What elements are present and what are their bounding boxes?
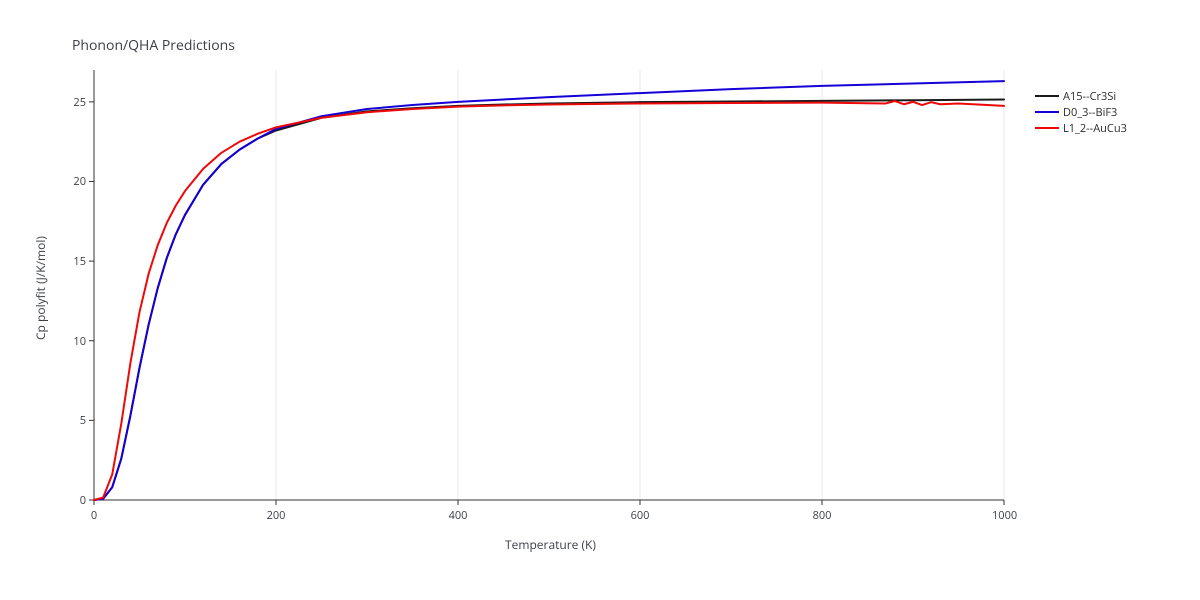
x-tick-label: 400: [446, 508, 470, 523]
legend-item[interactable]: D0_3--BiF3: [1035, 104, 1127, 120]
x-tick-label: 600: [628, 508, 652, 523]
y-tick-label: 5: [64, 413, 86, 428]
legend-item[interactable]: A15--Cr3Si: [1035, 88, 1127, 104]
series-line[interactable]: [94, 81, 1004, 500]
series-line[interactable]: [94, 101, 1004, 500]
x-tick-label: 1000: [992, 508, 1016, 523]
x-tick-label: 200: [264, 508, 288, 523]
y-tick-label: 15: [64, 254, 86, 269]
legend-swatch: [1035, 95, 1059, 97]
x-tick-label: 800: [810, 508, 834, 523]
plot-area[interactable]: [0, 0, 1200, 600]
x-tick-label: 0: [82, 508, 106, 523]
x-axis-label: Temperature (K): [505, 536, 596, 553]
y-tick-label: 25: [64, 95, 86, 110]
chart-container: Phonon/QHA Predictions Temperature (K) C…: [0, 0, 1200, 600]
legend-label: D0_3--BiF3: [1063, 105, 1117, 120]
legend-swatch: [1035, 111, 1059, 113]
y-tick-label: 20: [64, 174, 86, 189]
legend-swatch: [1035, 127, 1059, 129]
y-axis-label: Cp polyfit (J/K/mol): [32, 236, 49, 340]
legend-item[interactable]: L1_2--AuCu3: [1035, 120, 1127, 136]
series-line[interactable]: [94, 99, 1004, 500]
legend-label: L1_2--AuCu3: [1063, 121, 1127, 136]
legend: A15--Cr3SiD0_3--BiF3L1_2--AuCu3: [1035, 88, 1127, 136]
y-tick-label: 10: [64, 334, 86, 349]
y-tick-label: 0: [64, 493, 86, 508]
legend-label: A15--Cr3Si: [1063, 89, 1116, 104]
